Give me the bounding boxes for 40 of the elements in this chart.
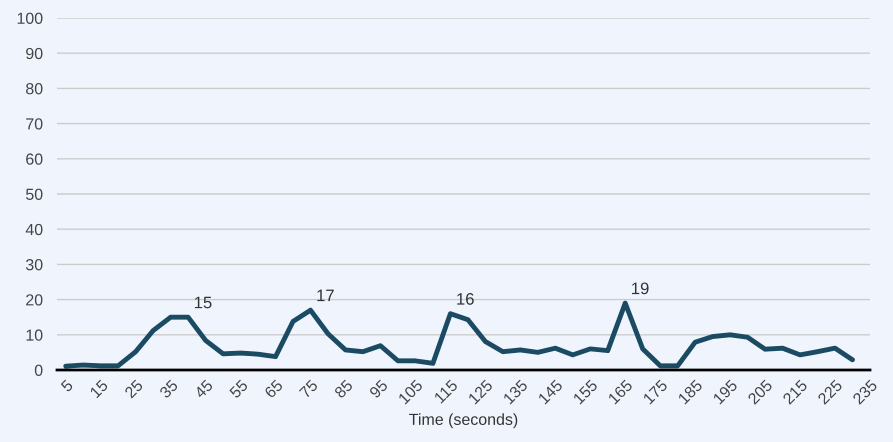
y-tick-label: 20 (26, 294, 42, 306)
x-tick-label: 85 (334, 379, 354, 399)
y-tick-label: 0 (34, 364, 42, 376)
x-tick-label: 95 (368, 379, 388, 399)
x-tick-label: 15 (89, 379, 109, 398)
x-tick-label: 185 (677, 379, 703, 405)
x-tick-label: 135 (502, 379, 528, 405)
x-tick-label: 235 (852, 379, 878, 405)
x-tick-label: 75 (298, 379, 318, 399)
x-tick-label: 205 (747, 379, 773, 405)
y-tick-label: 70 (26, 118, 42, 130)
y-tick-label: 80 (26, 83, 42, 94)
data-label: 17 (317, 290, 334, 302)
x-tick-label: 125 (468, 379, 494, 405)
y-tick-label: 60 (26, 153, 42, 165)
x-tick-label: 155 (572, 379, 598, 405)
y-tick-label: 10 (26, 329, 42, 341)
x-tick-label: 5 (60, 379, 74, 392)
y-tick-label: 30 (26, 259, 42, 270)
x-tick-label: 105 (398, 379, 424, 405)
x-tick-label: 225 (817, 379, 843, 405)
data-label: 15 (194, 296, 212, 308)
x-axis-title: Time (seconds) (409, 413, 518, 428)
x-tick-label: 35 (158, 379, 178, 399)
x-tick-label: 175 (642, 379, 668, 405)
x-tick-label: 65 (264, 379, 284, 399)
x-tick-label: 145 (538, 379, 564, 405)
x-tick-label: 165 (608, 379, 634, 405)
y-tick-label: 40 (26, 224, 42, 236)
data-label: 16 (457, 293, 474, 305)
x-tick-label: 215 (782, 379, 808, 405)
data-label: 19 (632, 282, 649, 294)
x-tick-label: 115 (434, 379, 458, 404)
x-tick-label: 55 (228, 379, 248, 399)
x-tick-label: 25 (124, 379, 144, 399)
x-tick-label: 195 (712, 379, 738, 405)
y-tick-label: 50 (26, 188, 42, 200)
x-tick-label: 45 (194, 379, 214, 399)
y-tick-label: 90 (26, 48, 42, 60)
y-tick-label: 100 (18, 12, 42, 24)
